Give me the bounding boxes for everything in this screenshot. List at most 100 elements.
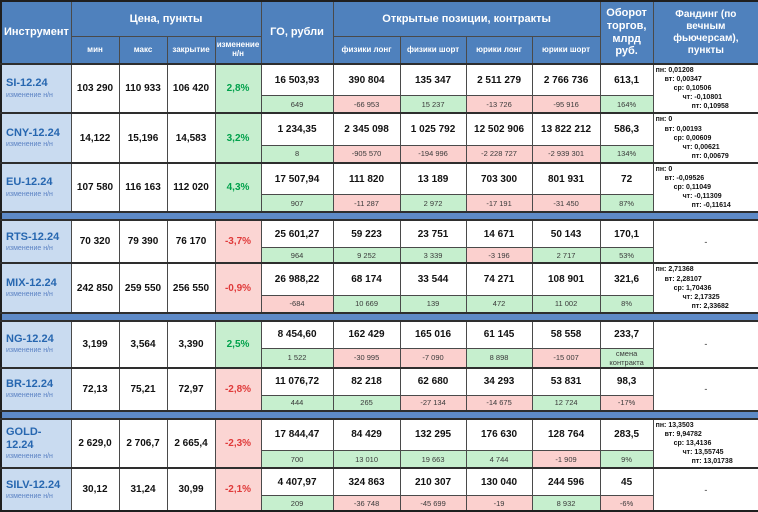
- close-cell: 106 420: [166, 62, 216, 114]
- fiz-short-change-cell: -27 134: [399, 394, 467, 412]
- max-cell: 259 550: [118, 262, 168, 314]
- change-cell: -2,3%: [214, 417, 262, 469]
- instrument-change-label: изменение н/н: [6, 244, 53, 252]
- go-change-cell: 209: [260, 495, 334, 512]
- jur-short-cell: 108 901: [531, 262, 601, 296]
- table-subrow: 964 9 252 3 339 -3 196 2 717 53%: [1, 247, 758, 264]
- table-row: BR-12.24 изменение н/н 72,13 75,21 72,97…: [0, 366, 758, 412]
- col-header-min: мин: [70, 36, 120, 65]
- go-change-cell: -684: [260, 294, 334, 314]
- change-cell: 4,3%: [214, 161, 262, 213]
- instrument-name: MIX-12.24: [6, 276, 57, 289]
- go-change-cell: 907: [260, 194, 334, 213]
- funding-line: вт: 2,28107: [664, 275, 702, 283]
- jur-long-change-cell: -13 726: [465, 95, 533, 114]
- go-change-cell: 1 522: [260, 347, 334, 369]
- jur-long-cell: 703 300: [465, 161, 533, 196]
- table-row: SILV-12.24 изменение н/н 30,12 31,24 30,…: [0, 467, 758, 512]
- col-header-instrument: Инструмент: [0, 0, 72, 65]
- instrument-cell: RTS-12.24 изменение н/н: [0, 219, 72, 264]
- min-cell: 14,122: [70, 112, 120, 164]
- jur-short-change-cell: 8 932: [531, 495, 601, 512]
- min-cell: 242 850: [70, 262, 120, 314]
- funding-cell: пн: 0 вт: -0,09526 ср: 0,11049 чт: -0,11309…: [652, 161, 758, 213]
- col-header-max: макс: [118, 36, 168, 65]
- jur-short-cell: 50 143: [531, 219, 601, 249]
- instrument-name: CNY-12.24: [6, 126, 60, 139]
- close-cell: 3,390: [166, 319, 216, 369]
- jur-long-cell: 14 671: [465, 219, 533, 249]
- turnover-cell: 98,3: [599, 366, 654, 396]
- max-cell: 116 163: [118, 161, 168, 213]
- turnover-change-cell: 53%: [599, 247, 654, 264]
- jur-short-change-cell: 12 724: [531, 394, 601, 412]
- fiz-short-cell: 33 544: [399, 262, 467, 296]
- jur-short-cell: 53 831: [531, 366, 601, 396]
- fiz-short-change-cell: 139: [399, 294, 467, 314]
- fiz-long-change-cell: 9 252: [332, 247, 401, 264]
- go-change-cell: 964: [260, 247, 334, 264]
- jur-short-change-cell: -2 939 301: [531, 144, 601, 164]
- table-row: NG-12.24 изменение н/н 3,199 3,564 3,390…: [0, 319, 758, 369]
- go-change-cell: 444: [260, 394, 334, 412]
- col-header-go: ГО, рубли: [260, 0, 334, 65]
- max-cell: 79 390: [118, 219, 168, 264]
- instrument-name: GOLD-12.24: [6, 425, 42, 451]
- jur-long-change-cell: 4 744: [465, 450, 533, 469]
- min-cell: 70 320: [70, 219, 120, 264]
- jur-long-change-cell: -17 191: [465, 194, 533, 213]
- turnover-cell: 283,5: [599, 417, 654, 451]
- table-row: MIX-12.24 изменение н/н 242 850 259 550 …: [0, 262, 758, 314]
- table-body: SI-12.24 изменение н/н 103 290 110 933 1…: [0, 62, 758, 512]
- change-cell: -2,1%: [214, 467, 262, 512]
- turnover-cell: 233,7: [599, 319, 654, 349]
- jur-short-change-cell: 2 717: [531, 247, 601, 264]
- funding-line: пн: 2,71368: [655, 266, 694, 274]
- fiz-short-cell: 1 025 792: [399, 112, 467, 146]
- jur-long-cell: 2 511 279: [465, 63, 533, 97]
- fiz-long-cell: 111 820: [332, 161, 401, 196]
- funding-line: пн: 0: [655, 165, 673, 173]
- max-cell: 3,564: [118, 319, 168, 369]
- close-cell: 30,99: [166, 467, 216, 512]
- close-cell: 2 665,4: [166, 417, 216, 469]
- funding-cell: -: [652, 219, 758, 264]
- change-cell: -3,7%: [214, 219, 262, 264]
- fiz-long-cell: 324 863: [332, 467, 401, 497]
- jur-long-cell: 130 040: [465, 467, 533, 497]
- fiz-long-cell: 59 223: [332, 219, 401, 249]
- fiz-long-change-cell: -11 287: [332, 194, 401, 213]
- fiz-long-cell: 82 218: [332, 366, 401, 396]
- go-cell: 8 454,60: [260, 319, 334, 349]
- turnover-cell: 586,3: [599, 112, 654, 146]
- go-cell: 1 234,35: [260, 112, 334, 146]
- funding-cell: пн: 2,71368 вт: 2,28107 ср: 1,70436 чт: 2,1…: [652, 262, 758, 314]
- funding-cell: пн: 0,01208 вт: 0,00347 ср: 0,10506 чт: -0,…: [652, 62, 758, 114]
- jur-long-cell: 176 630: [465, 417, 533, 451]
- funding-line: пт: 0,00679: [691, 152, 729, 160]
- jur-short-change-cell: -31 450: [531, 194, 601, 213]
- instrument-change-label: изменение н/н: [6, 453, 53, 461]
- jur-long-change-cell: -2 228 727: [465, 144, 533, 164]
- instrument-name: SI-12.24: [6, 77, 48, 90]
- instrument-change-label: изменение н/н: [6, 291, 53, 299]
- max-cell: 2 706,7: [118, 417, 168, 469]
- col-header-close: закрытие: [166, 36, 216, 65]
- turnover-change-cell: 87%: [599, 194, 654, 213]
- funding-line: пт: 2,33682: [691, 302, 729, 310]
- col-header-fiz-short: физики шорт: [399, 36, 467, 65]
- fiz-long-cell: 390 804: [332, 63, 401, 97]
- col-header-fiz-long: физики лонг: [332, 36, 401, 65]
- funding-line: пн: 0: [655, 116, 673, 124]
- close-cell: 112 020: [166, 161, 216, 213]
- instrument-cell: NG-12.24 изменение н/н: [0, 319, 72, 369]
- fiz-long-change-cell: 265: [332, 394, 401, 412]
- jur-short-cell: 13 822 212: [531, 112, 601, 146]
- max-cell: 15,196: [118, 112, 168, 164]
- go-cell: 26 988,22: [260, 262, 334, 296]
- close-cell: 256 550: [166, 262, 216, 314]
- min-cell: 30,12: [70, 467, 120, 512]
- fiz-long-change-cell: 10 669: [332, 294, 401, 314]
- jur-long-change-cell: 472: [465, 294, 533, 314]
- funding-line: пт: -0,11614: [691, 202, 731, 210]
